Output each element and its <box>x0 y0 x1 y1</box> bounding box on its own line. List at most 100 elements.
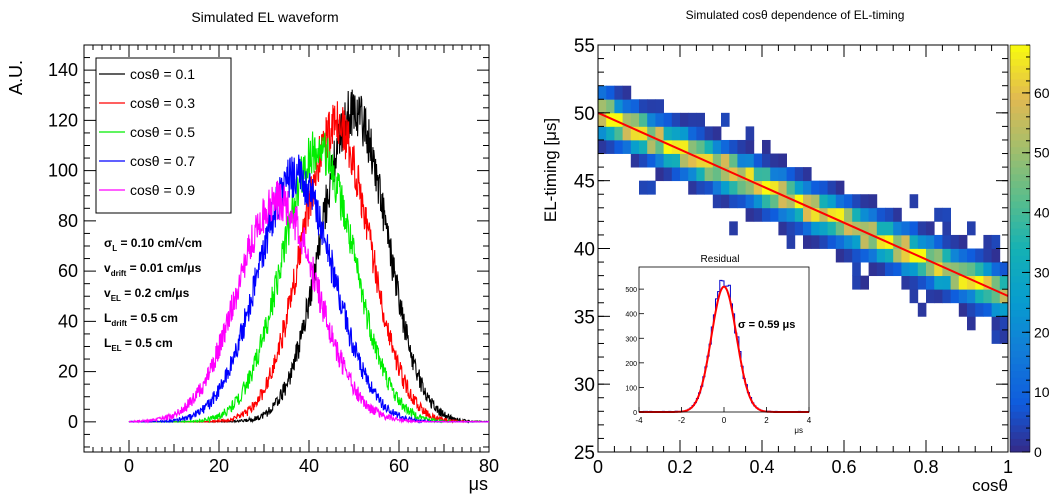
heatmap-cell <box>770 167 779 182</box>
heatmap-cell <box>762 139 771 154</box>
heatmap-cell <box>983 275 992 290</box>
legend-label: cosθ = 0.5 <box>130 124 195 140</box>
heatmap-cell <box>794 180 804 195</box>
timing-xlabel: cosθ <box>972 476 1008 495</box>
colorbar-segment <box>1010 99 1030 107</box>
heatmap-cell <box>999 262 1009 277</box>
heatmap-cell <box>688 153 697 168</box>
colorbar-segment <box>1010 78 1030 87</box>
heatmap-cell <box>655 112 664 127</box>
colorbar-segment <box>1010 180 1030 188</box>
colorbar-segment <box>1010 65 1030 73</box>
colorbar-tick-label: 20 <box>1034 324 1050 340</box>
x-tick-label: 0.2 <box>667 457 692 477</box>
heatmap-cell <box>753 194 763 209</box>
waveform-series <box>128 89 490 424</box>
heatmap-cell <box>671 112 681 127</box>
heatmap-cell <box>729 153 738 168</box>
heatmap-cell <box>860 275 869 290</box>
heatmap-cell <box>803 194 812 209</box>
heatmap-cell <box>876 248 886 263</box>
heatmap-cell <box>942 234 951 249</box>
heatmap-cell <box>942 289 951 304</box>
heatmap-cell <box>852 248 861 263</box>
heatmap-cell <box>950 248 960 263</box>
inset-background <box>639 267 809 412</box>
colorbar-segment <box>1010 418 1030 426</box>
heatmap-cell <box>868 234 878 249</box>
colorbar-segment <box>1010 357 1030 365</box>
heatmap-cell <box>622 126 632 141</box>
x-tick-label: 0 <box>593 457 603 477</box>
heatmap-cell <box>991 262 1001 277</box>
heatmap-cell <box>860 221 869 236</box>
heatmap-cell <box>950 289 960 304</box>
heatmap-cell <box>885 207 894 222</box>
heatmap-cell <box>901 234 910 249</box>
heatmap-cell <box>688 126 697 141</box>
heatmap-cell <box>893 248 902 263</box>
heatmap-cell <box>844 221 853 236</box>
colorbar-tick-label: 30 <box>1034 264 1050 280</box>
heatmap-cell <box>688 167 697 182</box>
heatmap-cell <box>983 234 992 249</box>
heatmap-cell <box>680 112 689 127</box>
heatmap-cell <box>630 139 640 154</box>
heatmap-cell <box>868 248 878 263</box>
heatmap-cell <box>696 153 705 168</box>
heatmap-cell <box>655 99 664 114</box>
colorbar-segment <box>1010 153 1030 161</box>
heatmap-cell <box>786 167 796 182</box>
heatmap-cell <box>934 275 943 290</box>
heatmap-cell <box>745 194 755 209</box>
parameter-label: vdrift = 0.01 cm/μs <box>104 261 202 278</box>
heatmap-cell <box>745 180 755 195</box>
inset-y-tick-label: 400 <box>625 312 637 319</box>
colorbar: 0 10 20 30 40 50 60 <box>1009 44 1050 460</box>
colorbar-segment <box>1010 309 1030 317</box>
colorbar-segment <box>1010 85 1030 93</box>
timing-ylabel: EL-timing [μs] <box>541 118 560 222</box>
y-tick-label: 140 <box>48 60 78 80</box>
heatmap-cell <box>786 221 796 236</box>
heatmap-cell <box>663 167 673 182</box>
colorbar-tick-label: 0 <box>1034 444 1042 460</box>
heatmap-cell <box>819 207 828 222</box>
colorbar-tick-label: 40 <box>1034 205 1050 221</box>
colorbar-segment <box>1010 160 1030 168</box>
heatmap-cell <box>647 180 656 195</box>
heatmap-cell <box>942 248 951 263</box>
colorbar-segment <box>1010 241 1030 249</box>
heatmap-cell <box>909 248 919 263</box>
heatmap-cell <box>721 180 730 195</box>
colorbar-segment <box>1010 201 1030 209</box>
timing-title: Simulated cosθ dependence of EL-timing <box>686 8 905 22</box>
heatmap-cell <box>721 167 730 182</box>
heatmap-cell <box>671 126 681 141</box>
heatmap-cell <box>786 234 796 249</box>
heatmap-cell <box>999 329 1009 344</box>
inset-x-tick-label: -4 <box>635 416 643 425</box>
heatmap-cell <box>967 275 976 290</box>
parameter-label: Ldrift = 0.5 cm <box>104 311 178 328</box>
heatmap-cell <box>934 289 943 304</box>
heatmap-cell <box>991 289 1001 304</box>
heatmap-cell <box>663 139 673 154</box>
heatmap-cell <box>983 248 992 263</box>
heatmap-cell <box>876 234 886 249</box>
y-tick-label: 80 <box>58 211 78 231</box>
heatmap-cell <box>901 262 910 277</box>
legend-box <box>95 57 232 214</box>
heatmap-cell <box>860 194 869 209</box>
heatmap-cell <box>909 221 919 236</box>
colorbar-segment <box>1010 167 1030 175</box>
heatmap-cell <box>778 194 787 209</box>
heatmap-cell <box>614 112 623 127</box>
heatmap-cell <box>729 180 738 195</box>
x-tick-label: 20 <box>209 456 229 476</box>
heatmap-cell <box>868 221 878 236</box>
heatmap-cell <box>999 316 1009 331</box>
x-tick-label: 1 <box>1003 457 1013 477</box>
y-tick-label: 25 <box>574 443 595 464</box>
heatmap-cell <box>712 194 722 209</box>
